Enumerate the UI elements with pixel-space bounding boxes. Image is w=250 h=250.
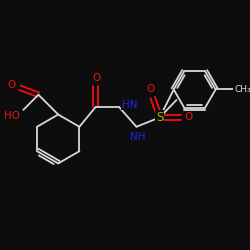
Text: HO: HO	[4, 111, 20, 121]
Text: CH₃: CH₃	[234, 85, 250, 94]
Text: S: S	[156, 111, 164, 124]
Text: O: O	[93, 73, 101, 83]
Text: NH: NH	[130, 132, 145, 141]
Text: O: O	[146, 84, 154, 94]
Text: O: O	[8, 80, 16, 90]
Text: HN: HN	[122, 100, 137, 110]
Text: O: O	[185, 112, 193, 122]
